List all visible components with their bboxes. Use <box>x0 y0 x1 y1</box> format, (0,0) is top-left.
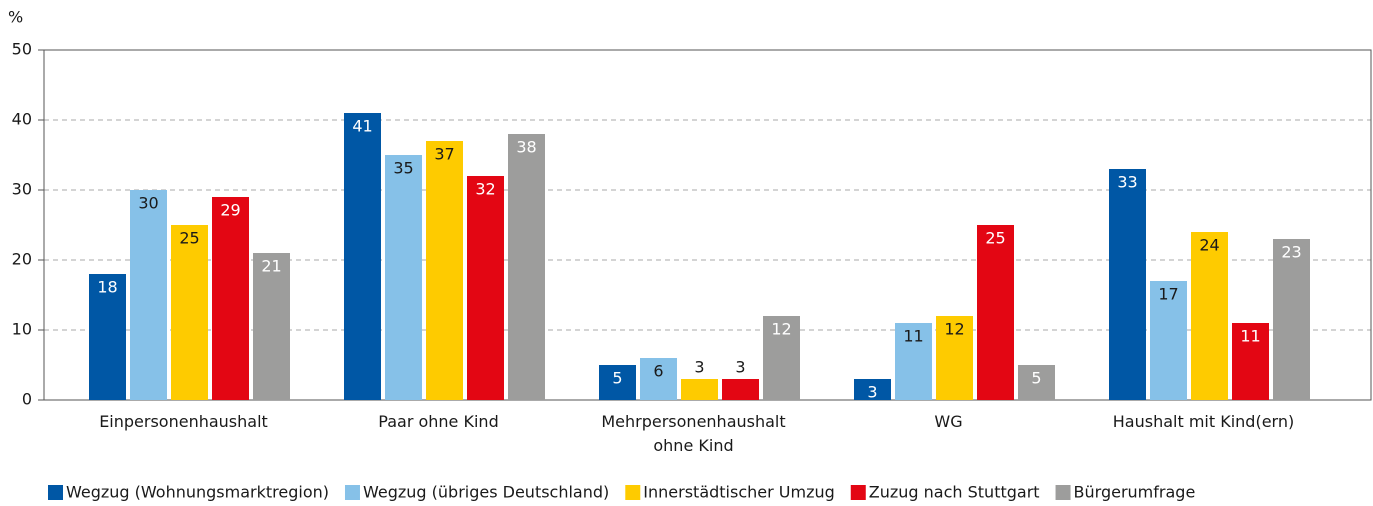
value-label: 30 <box>138 194 158 213</box>
bar <box>130 190 167 400</box>
value-label: 5 <box>1031 369 1041 388</box>
x-tick-line: ohne Kind <box>653 436 733 455</box>
y-tick-label: 10 <box>12 320 32 339</box>
legend-swatch <box>344 485 360 500</box>
value-label: 24 <box>1199 236 1219 255</box>
value-label: 25 <box>985 229 1005 248</box>
x-tick-label: Haushalt mit Kind(ern) <box>1113 412 1294 431</box>
bar <box>467 176 504 400</box>
value-label: 41 <box>352 117 372 136</box>
x-tick-line: Mehrpersonenhaushalt <box>601 412 785 431</box>
bar <box>763 316 800 400</box>
y-tick-label: 0 <box>22 390 32 409</box>
value-label: 12 <box>944 320 964 339</box>
bar <box>426 141 463 400</box>
bar <box>385 155 422 400</box>
value-label: 11 <box>903 327 923 346</box>
x-tick-label: WG <box>934 412 962 431</box>
value-label: 5 <box>612 369 622 388</box>
y-tick-label: 40 <box>12 110 32 129</box>
value-label: 33 <box>1117 173 1137 192</box>
y-tick-label: 20 <box>12 250 32 269</box>
bar <box>508 134 545 400</box>
value-label: 38 <box>516 138 536 157</box>
bar <box>171 225 208 400</box>
bar <box>1109 169 1146 400</box>
bar <box>936 316 973 400</box>
y-tick-label: 50 <box>12 40 32 59</box>
bar <box>895 323 932 400</box>
bar <box>1018 365 1055 400</box>
value-label: 6 <box>653 362 663 381</box>
legend-label: Zuzug nach Stuttgart <box>869 483 1040 502</box>
value-label: 3 <box>694 358 704 377</box>
value-label: 23 <box>1281 243 1301 262</box>
bar <box>854 379 891 400</box>
x-tick-label: Einpersonenhaushalt <box>99 412 268 431</box>
value-label: 3 <box>735 358 745 377</box>
bar <box>344 113 381 400</box>
value-label: 18 <box>97 278 117 297</box>
x-tick-line: Einpersonenhaushalt <box>99 412 268 431</box>
value-label: 29 <box>220 201 240 220</box>
x-tick-line: Haushalt mit Kind(ern) <box>1113 412 1294 431</box>
bar <box>681 379 718 400</box>
value-label: 21 <box>261 257 281 276</box>
bar <box>640 358 677 400</box>
bar <box>1191 232 1228 400</box>
bar <box>1150 281 1187 400</box>
bar <box>977 225 1014 400</box>
x-tick-line: WG <box>934 412 962 431</box>
x-tick-line: Paar ohne Kind <box>378 412 498 431</box>
legend-swatch <box>1055 485 1071 500</box>
x-tick-label: Paar ohne Kind <box>378 412 498 431</box>
bar <box>599 365 636 400</box>
value-label: 37 <box>434 145 454 164</box>
value-label: 35 <box>393 159 413 178</box>
value-label: 32 <box>475 180 495 199</box>
bar <box>1232 323 1269 400</box>
legend-swatch <box>850 485 866 500</box>
legend-label: Wegzug (Wohnungsmarktregion) <box>66 483 329 502</box>
bar <box>722 379 759 400</box>
y-unit-label: % <box>8 8 23 27</box>
legend-label: Wegzug (übriges Deutschland) <box>363 483 609 502</box>
legend-swatch <box>48 485 63 500</box>
legend-label: Innerstädtischer Umzug <box>643 483 834 502</box>
y-tick-label: 30 <box>12 180 32 199</box>
value-label: 3 <box>867 383 877 402</box>
bar <box>1273 239 1310 400</box>
value-label: 12 <box>771 320 791 339</box>
bar <box>212 197 249 400</box>
value-label: 11 <box>1240 327 1260 346</box>
legend-swatch <box>625 485 641 500</box>
bar <box>89 274 126 400</box>
x-tick-label: Mehrpersonenhaushalt ohne Kind <box>601 412 785 455</box>
bar <box>253 253 290 400</box>
value-label: 17 <box>1158 285 1178 304</box>
value-label: 25 <box>179 229 199 248</box>
legend-label: Bürgerumfrage <box>1074 483 1196 502</box>
